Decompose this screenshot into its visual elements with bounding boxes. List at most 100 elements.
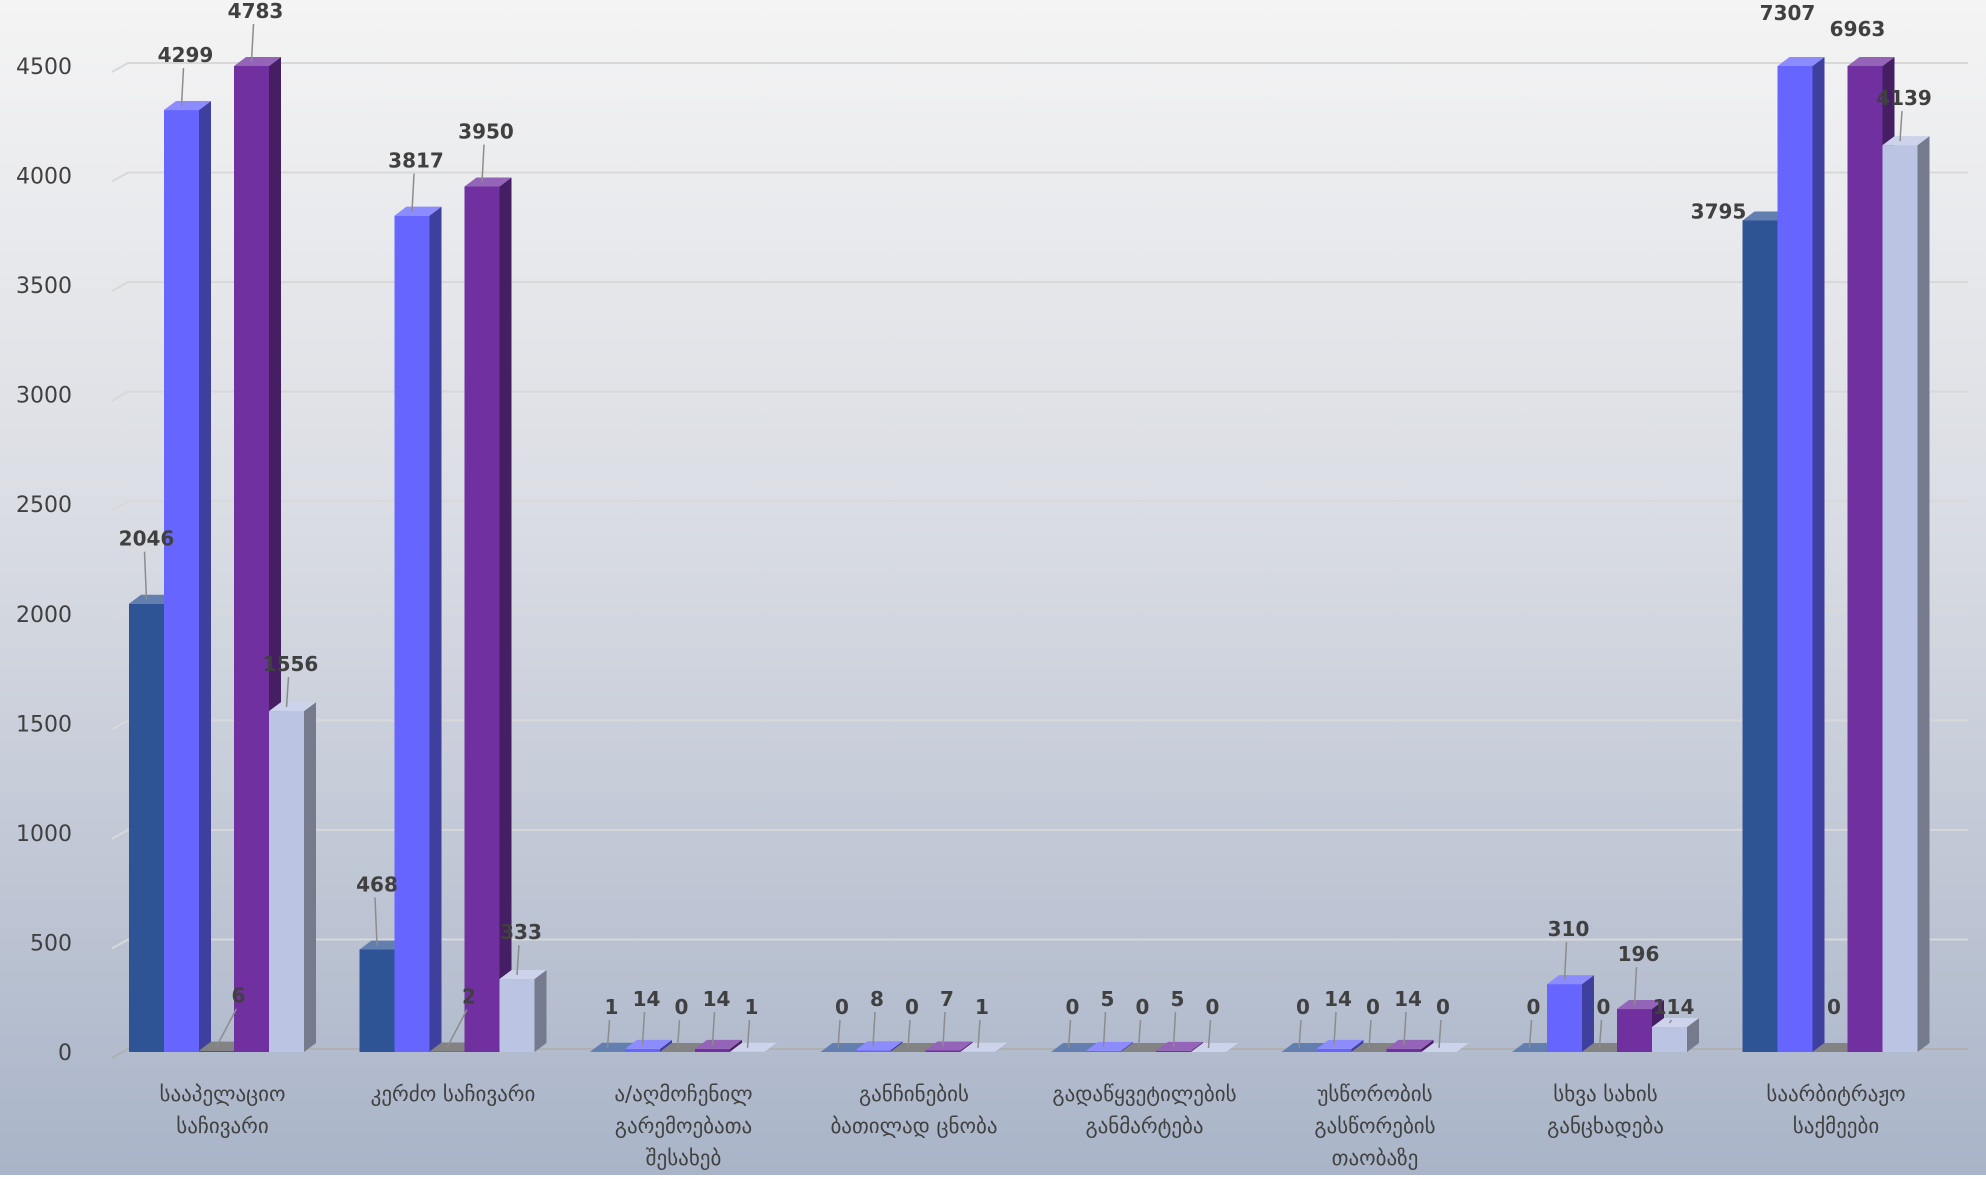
bar bbox=[164, 101, 211, 1052]
bar-front bbox=[625, 1049, 660, 1052]
bar bbox=[269, 702, 316, 1052]
bar-side bbox=[199, 101, 211, 1052]
bar-front bbox=[1778, 66, 1813, 1052]
category-label: კერძო საჩივარი bbox=[371, 1082, 536, 1106]
bar-front bbox=[1387, 1049, 1422, 1052]
data-label: 1 bbox=[975, 995, 989, 1019]
data-label: 196 bbox=[1618, 942, 1660, 966]
data-label: 7307 bbox=[1760, 1, 1816, 25]
bar bbox=[1883, 136, 1930, 1052]
bar-side bbox=[1918, 136, 1930, 1052]
data-label: 0 bbox=[1436, 995, 1450, 1019]
data-label: 4783 bbox=[228, 0, 284, 23]
data-label: 14 bbox=[1394, 987, 1422, 1011]
data-label: 114 bbox=[1653, 995, 1695, 1019]
y-tick-label: 1000 bbox=[16, 822, 72, 847]
data-label: 2046 bbox=[119, 527, 175, 551]
bar-front bbox=[1156, 1051, 1191, 1052]
bar-front bbox=[360, 949, 395, 1052]
y-tick-label: 1500 bbox=[16, 712, 72, 737]
category-label: სხვა სახის bbox=[1553, 1082, 1658, 1106]
data-label: 1556 bbox=[263, 652, 319, 676]
bar-front bbox=[465, 187, 500, 1052]
bar-front bbox=[199, 1051, 234, 1052]
bar-front bbox=[1617, 1009, 1652, 1052]
data-label: 4299 bbox=[158, 43, 214, 67]
bar-side bbox=[430, 207, 442, 1052]
category-label: გარემოებათა bbox=[615, 1114, 752, 1138]
data-label: 0 bbox=[1366, 995, 1380, 1019]
bar-side bbox=[1582, 975, 1594, 1052]
data-label: 0 bbox=[1296, 995, 1310, 1019]
category-label: განმარტება bbox=[1085, 1114, 1203, 1138]
data-label: 0 bbox=[1527, 995, 1541, 1019]
bar bbox=[1778, 57, 1825, 1052]
data-label: 1 bbox=[745, 995, 759, 1019]
category-label: შესახებ bbox=[646, 1146, 722, 1170]
y-tick-label: 2500 bbox=[16, 493, 72, 518]
bar-front bbox=[234, 66, 269, 1052]
category-label: საარბიტრაჟო bbox=[1766, 1082, 1905, 1106]
bar-front bbox=[395, 216, 430, 1052]
bar-side bbox=[535, 970, 547, 1052]
data-label: 0 bbox=[1206, 995, 1220, 1019]
category-label: გადაწყვეტილების bbox=[1052, 1082, 1236, 1106]
bar-front bbox=[164, 110, 199, 1052]
bar bbox=[1547, 975, 1594, 1052]
bar-front bbox=[1848, 66, 1883, 1052]
y-tick-label: 4000 bbox=[16, 165, 72, 190]
category-label: გასწორების bbox=[1314, 1114, 1435, 1138]
bar-front bbox=[1652, 1027, 1687, 1052]
category-label: საქმეები bbox=[1793, 1114, 1879, 1138]
bar bbox=[1652, 1018, 1699, 1052]
y-tick-label: 4500 bbox=[16, 55, 72, 80]
bar-front bbox=[1743, 220, 1778, 1052]
data-label: 0 bbox=[905, 995, 919, 1019]
data-label: 14 bbox=[703, 987, 731, 1011]
y-tick-label: 0 bbox=[58, 1041, 72, 1066]
bar-front bbox=[1317, 1049, 1352, 1052]
data-label: 3950 bbox=[458, 120, 514, 144]
bar-front bbox=[695, 1049, 730, 1052]
data-label: 0 bbox=[1066, 995, 1080, 1019]
data-label: 0 bbox=[835, 995, 849, 1019]
bar bbox=[395, 207, 442, 1052]
data-label: 14 bbox=[1324, 987, 1352, 1011]
category-label: საჩივარი bbox=[176, 1114, 269, 1138]
category-label: ა/აღმოჩენილ bbox=[614, 1082, 752, 1106]
data-label: 5 bbox=[1171, 987, 1185, 1011]
category-label: ბათილად ცნობა bbox=[830, 1114, 997, 1138]
data-label: 310 bbox=[1548, 917, 1590, 941]
bar-front bbox=[1883, 145, 1918, 1052]
bar-front bbox=[500, 979, 535, 1052]
data-label: 0 bbox=[1136, 995, 1150, 1019]
y-tick-label: 3500 bbox=[16, 274, 72, 299]
data-label: 3817 bbox=[388, 149, 444, 173]
data-label: 333 bbox=[500, 920, 542, 944]
data-label: 468 bbox=[356, 872, 398, 896]
y-tick-label: 3000 bbox=[16, 384, 72, 409]
category-label: განცხადება bbox=[1547, 1114, 1664, 1138]
bar-front bbox=[1547, 984, 1582, 1052]
data-label: 4139 bbox=[1876, 86, 1932, 110]
data-label: 2 bbox=[462, 985, 476, 1009]
data-label: 5 bbox=[1101, 987, 1115, 1011]
bar-front bbox=[856, 1050, 891, 1052]
bar bbox=[500, 970, 547, 1052]
data-label: 0 bbox=[1827, 995, 1841, 1019]
data-label: 8 bbox=[870, 987, 884, 1011]
data-label: 3795 bbox=[1691, 199, 1747, 223]
y-tick-label: 500 bbox=[30, 931, 72, 956]
bar-front bbox=[269, 711, 304, 1052]
category-label: თაობაზე bbox=[1332, 1146, 1419, 1170]
bar-front bbox=[129, 604, 164, 1052]
bar-front bbox=[926, 1050, 961, 1052]
category-label: სააპელაციო bbox=[159, 1082, 285, 1106]
data-label: 6 bbox=[232, 984, 246, 1008]
data-label: 1 bbox=[605, 995, 619, 1019]
bar-side bbox=[304, 702, 316, 1052]
data-label: 6963 bbox=[1830, 17, 1886, 41]
category-label: განჩინების bbox=[859, 1082, 969, 1106]
